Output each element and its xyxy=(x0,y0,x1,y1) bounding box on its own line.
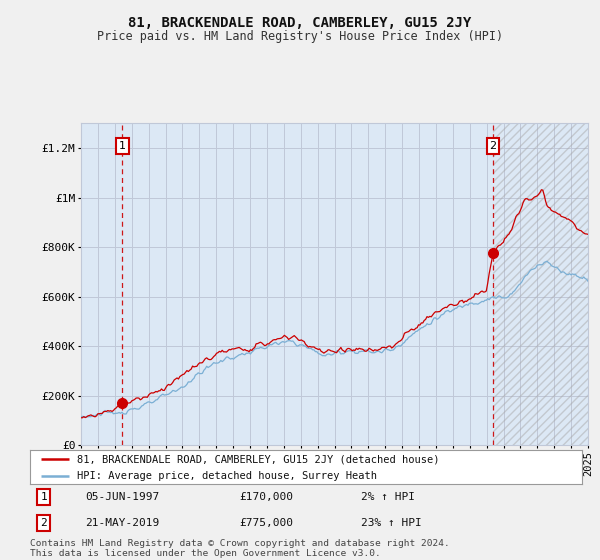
Text: £170,000: £170,000 xyxy=(240,492,294,502)
Text: 21-MAY-2019: 21-MAY-2019 xyxy=(85,518,160,528)
Text: 2% ↑ HPI: 2% ↑ HPI xyxy=(361,492,415,502)
Text: 2: 2 xyxy=(40,518,47,528)
Text: 81, BRACKENDALE ROAD, CAMBERLEY, GU15 2JY: 81, BRACKENDALE ROAD, CAMBERLEY, GU15 2J… xyxy=(128,16,472,30)
Text: 2: 2 xyxy=(490,141,497,151)
Bar xyxy=(493,123,588,445)
Text: HPI: Average price, detached house, Surrey Heath: HPI: Average price, detached house, Surr… xyxy=(77,471,377,480)
Text: 23% ↑ HPI: 23% ↑ HPI xyxy=(361,518,422,528)
Bar xyxy=(493,123,588,445)
Text: 1: 1 xyxy=(119,141,126,151)
Text: Contains HM Land Registry data © Crown copyright and database right 2024.
This d: Contains HM Land Registry data © Crown c… xyxy=(30,539,450,558)
Text: 1: 1 xyxy=(40,492,47,502)
Text: Price paid vs. HM Land Registry's House Price Index (HPI): Price paid vs. HM Land Registry's House … xyxy=(97,30,503,43)
Text: 81, BRACKENDALE ROAD, CAMBERLEY, GU15 2JY (detached house): 81, BRACKENDALE ROAD, CAMBERLEY, GU15 2J… xyxy=(77,454,439,464)
Text: 05-JUN-1997: 05-JUN-1997 xyxy=(85,492,160,502)
Text: £775,000: £775,000 xyxy=(240,518,294,528)
